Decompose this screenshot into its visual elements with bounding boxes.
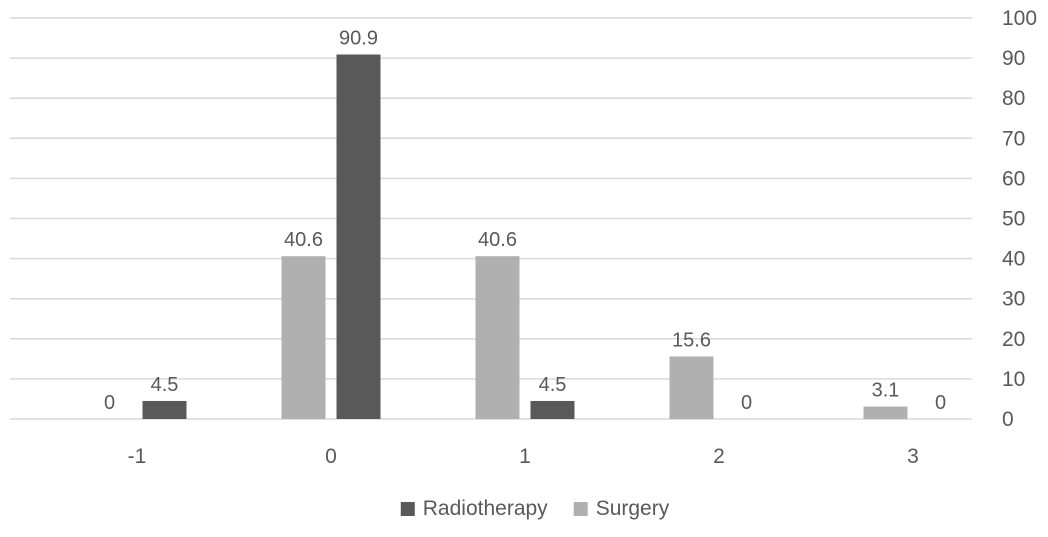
data-label: 15.6 xyxy=(672,329,711,351)
bar-radiotherapy xyxy=(142,400,187,419)
data-label: 90.9 xyxy=(339,27,378,49)
data-label: 4.5 xyxy=(539,374,567,396)
data-label: 0 xyxy=(935,392,946,414)
x-axis-ticks: -1 0 1 2 3 xyxy=(128,445,919,468)
data-label: 40.6 xyxy=(284,229,323,251)
legend-label-surgery: Surgery xyxy=(596,497,670,520)
y-tick-label: 0 xyxy=(1002,408,1014,431)
y-tick-label: 60 xyxy=(1002,167,1025,190)
x-tick-label: 2 xyxy=(713,445,725,468)
y-tick-label: 10 xyxy=(1002,368,1025,391)
x-tick-label: -1 xyxy=(128,445,147,468)
data-label: 0 xyxy=(104,392,115,414)
x-tick-label: 1 xyxy=(519,445,531,468)
y-tick-label: 70 xyxy=(1002,127,1025,150)
bar-surgery xyxy=(669,356,714,419)
y-tick-label: 20 xyxy=(1002,328,1025,351)
data-label: 4.5 xyxy=(151,374,179,396)
y-tick-label: 30 xyxy=(1002,288,1025,311)
bar-surgery xyxy=(475,256,520,419)
y-tick-label: 80 xyxy=(1002,87,1025,110)
bars xyxy=(142,54,908,420)
y-axis-ticks: 0 10 20 30 40 50 60 70 80 90 100 xyxy=(1002,7,1037,431)
bar-surgery xyxy=(281,256,326,419)
legend-swatch-radiotherapy xyxy=(400,502,415,516)
bar-radiotherapy xyxy=(336,54,381,420)
data-label: 0 xyxy=(741,392,752,414)
x-tick-label: 3 xyxy=(907,445,919,468)
data-label: 40.6 xyxy=(478,229,517,251)
legend: Radiotherapy Surgery xyxy=(400,497,670,520)
legend-swatch-surgery xyxy=(573,502,588,516)
y-tick-label: 100 xyxy=(1002,7,1037,30)
y-tick-label: 90 xyxy=(1002,47,1025,70)
y-tick-label: 40 xyxy=(1002,248,1025,271)
x-tick-label: 0 xyxy=(325,445,337,468)
bar-surgery xyxy=(863,406,908,419)
bar-radiotherapy xyxy=(530,400,575,419)
data-label: 3.1 xyxy=(872,380,900,402)
data-labels: 0 4.5 40.6 90.9 40.6 4.5 15.6 0 3.1 0 xyxy=(104,27,946,414)
y-tick-label: 50 xyxy=(1002,208,1025,231)
legend-label-radiotherapy: Radiotherapy xyxy=(423,497,548,520)
